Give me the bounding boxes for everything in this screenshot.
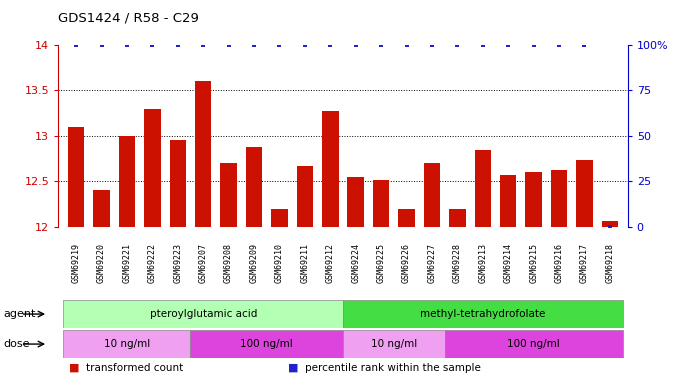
Text: GDS1424 / R58 - C29: GDS1424 / R58 - C29 (58, 11, 199, 24)
Bar (551, 171, 567, 227)
Text: GSM69220: GSM69220 (97, 243, 106, 284)
Bar (68, 127, 84, 227)
Text: dose: dose (3, 339, 30, 349)
Text: pteroylglutamic acid: pteroylglutamic acid (150, 309, 257, 319)
Text: transformed count: transformed count (86, 363, 183, 373)
Text: GSM69215: GSM69215 (529, 243, 538, 284)
Text: GSM69207: GSM69207 (199, 243, 208, 284)
Bar (191, 330, 343, 358)
Text: GSM69223: GSM69223 (174, 243, 182, 284)
Text: ■: ■ (69, 363, 79, 373)
Bar (602, 220, 618, 227)
Text: 10 ng/ml: 10 ng/ml (370, 339, 417, 349)
Bar (195, 81, 211, 227)
Text: 10 ng/ml: 10 ng/ml (104, 339, 150, 349)
Bar (576, 160, 593, 227)
Bar (525, 172, 542, 227)
Text: methyl-tetrahydrofolate: methyl-tetrahydrofolate (420, 309, 545, 319)
Bar (347, 177, 364, 227)
Text: GSM69221: GSM69221 (122, 243, 132, 284)
Bar (169, 141, 186, 227)
Bar (500, 175, 517, 227)
Bar (119, 136, 135, 227)
Text: percentile rank within the sample: percentile rank within the sample (305, 363, 481, 373)
Text: GSM69210: GSM69210 (275, 243, 284, 284)
Text: agent: agent (3, 309, 36, 319)
Text: GSM69219: GSM69219 (71, 243, 80, 284)
Text: GSM69212: GSM69212 (326, 243, 335, 284)
Text: GSM69209: GSM69209 (250, 243, 259, 284)
Text: GSM69211: GSM69211 (300, 243, 309, 284)
Text: GSM69216: GSM69216 (554, 243, 564, 284)
Text: GSM69208: GSM69208 (224, 243, 233, 284)
Bar (63, 300, 343, 328)
Bar (93, 190, 110, 227)
Bar (246, 147, 262, 227)
Text: GSM69226: GSM69226 (402, 243, 411, 284)
Text: GSM69222: GSM69222 (148, 243, 157, 284)
Bar (343, 300, 623, 328)
Text: GSM69213: GSM69213 (478, 243, 487, 284)
Bar (271, 209, 287, 227)
Bar (343, 330, 445, 358)
Bar (296, 166, 313, 227)
Text: ■: ■ (288, 363, 298, 373)
Bar (399, 209, 415, 227)
Bar (373, 180, 390, 227)
Text: GSM69224: GSM69224 (351, 243, 360, 284)
Bar (449, 209, 466, 227)
Bar (144, 109, 161, 227)
Bar (220, 163, 237, 227)
Text: GSM69228: GSM69228 (453, 243, 462, 284)
Bar (63, 330, 191, 358)
Text: GSM69225: GSM69225 (377, 243, 386, 284)
Bar (424, 163, 440, 227)
Text: GSM69218: GSM69218 (606, 243, 615, 284)
Bar (322, 111, 339, 227)
Text: GSM69227: GSM69227 (427, 243, 436, 284)
Text: GSM69214: GSM69214 (504, 243, 512, 284)
Text: GSM69217: GSM69217 (580, 243, 589, 284)
Bar (445, 330, 623, 358)
Text: 100 ng/ml: 100 ng/ml (240, 339, 293, 349)
Text: 100 ng/ml: 100 ng/ml (507, 339, 560, 349)
Bar (475, 150, 491, 227)
